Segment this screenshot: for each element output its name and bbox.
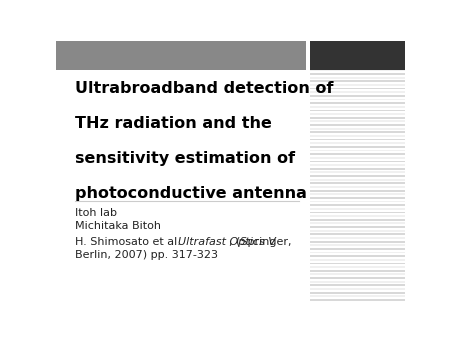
Bar: [310, 204, 405, 206]
Bar: [310, 251, 405, 254]
Bar: [310, 219, 405, 221]
Bar: [310, 295, 405, 297]
Bar: [310, 248, 405, 250]
Bar: [310, 150, 405, 151]
Bar: [310, 113, 405, 115]
Bar: [310, 190, 405, 192]
Bar: [310, 84, 405, 86]
Bar: [310, 284, 405, 286]
Bar: [310, 208, 405, 210]
Bar: [310, 263, 405, 264]
Bar: [310, 244, 405, 246]
Bar: [310, 161, 405, 162]
Text: photoconductive antenna: photoconductive antenna: [76, 186, 307, 201]
Bar: [310, 117, 405, 119]
Text: Ultrabroadband detection of: Ultrabroadband detection of: [76, 81, 334, 96]
Bar: [310, 153, 405, 155]
Bar: [310, 168, 405, 170]
Bar: [310, 273, 405, 275]
Bar: [310, 157, 405, 159]
Bar: [310, 91, 405, 93]
Bar: [310, 102, 405, 104]
Text: Itoh lab: Itoh lab: [76, 209, 117, 218]
Text: Ultrafast Optics V: Ultrafast Optics V: [178, 237, 276, 247]
Bar: [310, 88, 405, 90]
Bar: [310, 120, 405, 122]
Bar: [310, 146, 405, 148]
Bar: [310, 183, 405, 184]
Bar: [310, 270, 405, 272]
Bar: [310, 135, 405, 137]
Bar: [310, 164, 405, 166]
Text: H. Shimosato et al.: H. Shimosato et al.: [76, 237, 192, 247]
Bar: [310, 139, 405, 141]
Bar: [310, 179, 405, 180]
Bar: [310, 124, 405, 126]
Bar: [310, 186, 405, 188]
Bar: [310, 197, 405, 199]
Bar: [310, 95, 405, 97]
Text: sensitivity estimation of: sensitivity estimation of: [76, 151, 296, 166]
Bar: [310, 142, 405, 144]
Bar: [310, 241, 405, 243]
Bar: [310, 288, 405, 290]
Bar: [310, 106, 405, 108]
Bar: [310, 41, 405, 71]
Bar: [310, 131, 405, 133]
Bar: [310, 266, 405, 268]
Bar: [310, 175, 405, 177]
Bar: [310, 234, 405, 235]
Bar: [310, 255, 405, 257]
Bar: [310, 281, 405, 283]
Bar: [310, 259, 405, 261]
Bar: [310, 237, 405, 239]
Bar: [310, 212, 405, 213]
Bar: [56, 41, 306, 71]
Bar: [310, 110, 405, 111]
Bar: [310, 299, 405, 301]
Bar: [310, 215, 405, 217]
Text: THz radiation and the: THz radiation and the: [76, 116, 272, 131]
Text: , (Springer,: , (Springer,: [229, 237, 292, 247]
Bar: [310, 80, 405, 82]
Bar: [310, 193, 405, 195]
Bar: [310, 99, 405, 100]
Text: Michitaka Bitoh: Michitaka Bitoh: [76, 221, 162, 232]
Bar: [310, 73, 405, 75]
Bar: [310, 230, 405, 232]
Bar: [310, 222, 405, 224]
Bar: [310, 128, 405, 129]
Text: Berlin, 2007) pp. 317-323: Berlin, 2007) pp. 317-323: [76, 250, 218, 260]
Bar: [310, 226, 405, 228]
Bar: [310, 201, 405, 202]
Bar: [310, 277, 405, 279]
Bar: [310, 171, 405, 173]
Bar: [310, 292, 405, 293]
Bar: [310, 77, 405, 78]
